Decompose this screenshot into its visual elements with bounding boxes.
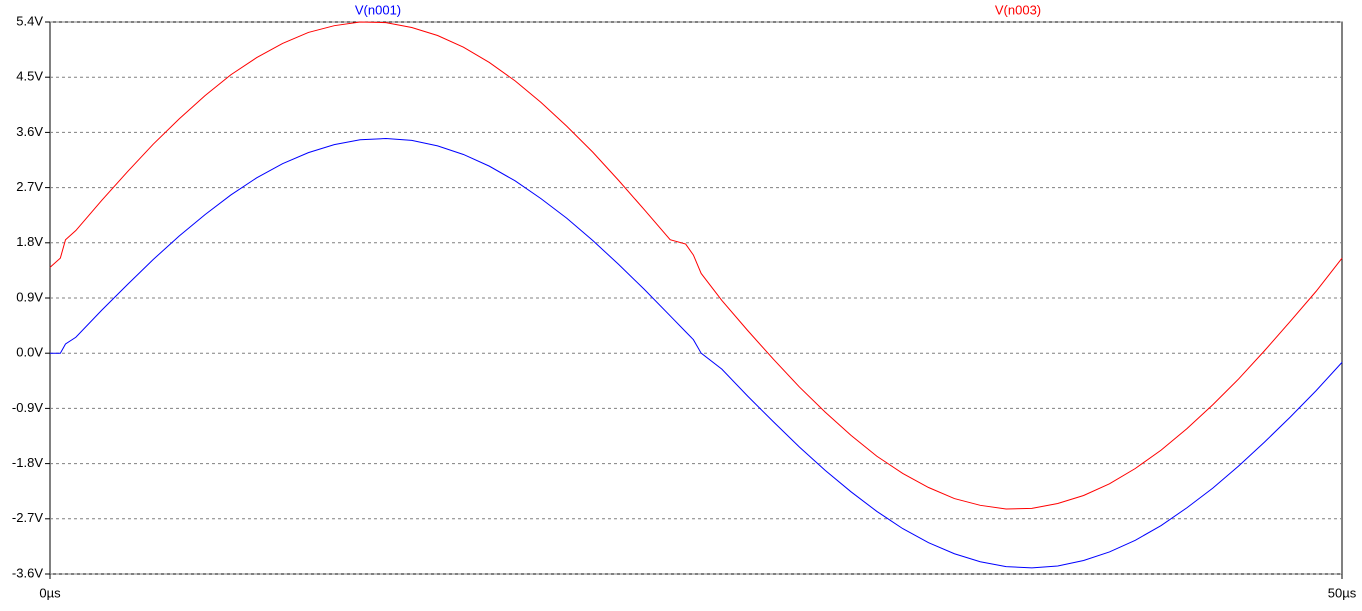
y-tick-label: 5.4V: [16, 13, 43, 28]
y-tick-label: 2.7V: [16, 179, 43, 194]
series-line: [50, 138, 1343, 569]
x-tick-label: 50µs: [1328, 585, 1357, 600]
y-tick-label: -3.6V: [12, 565, 43, 580]
series-line: [49, 21, 1343, 510]
y-tick-label: 3.6V: [16, 124, 43, 139]
y-tick-label: -1.8V: [12, 455, 43, 470]
y-tick-label: -2.7V: [12, 510, 43, 525]
y-tick-label: 0.0V: [16, 345, 43, 360]
y-tick-label: 4.5V: [16, 69, 43, 84]
legend-label: V(n003): [995, 2, 1041, 17]
y-tick-label: 0.9V: [16, 289, 43, 304]
x-tick-label: 0µs: [39, 585, 61, 600]
y-tick-label: 1.8V: [16, 234, 43, 249]
legend-label: V(n001): [355, 2, 401, 17]
y-tick-label: -0.9V: [12, 400, 43, 415]
